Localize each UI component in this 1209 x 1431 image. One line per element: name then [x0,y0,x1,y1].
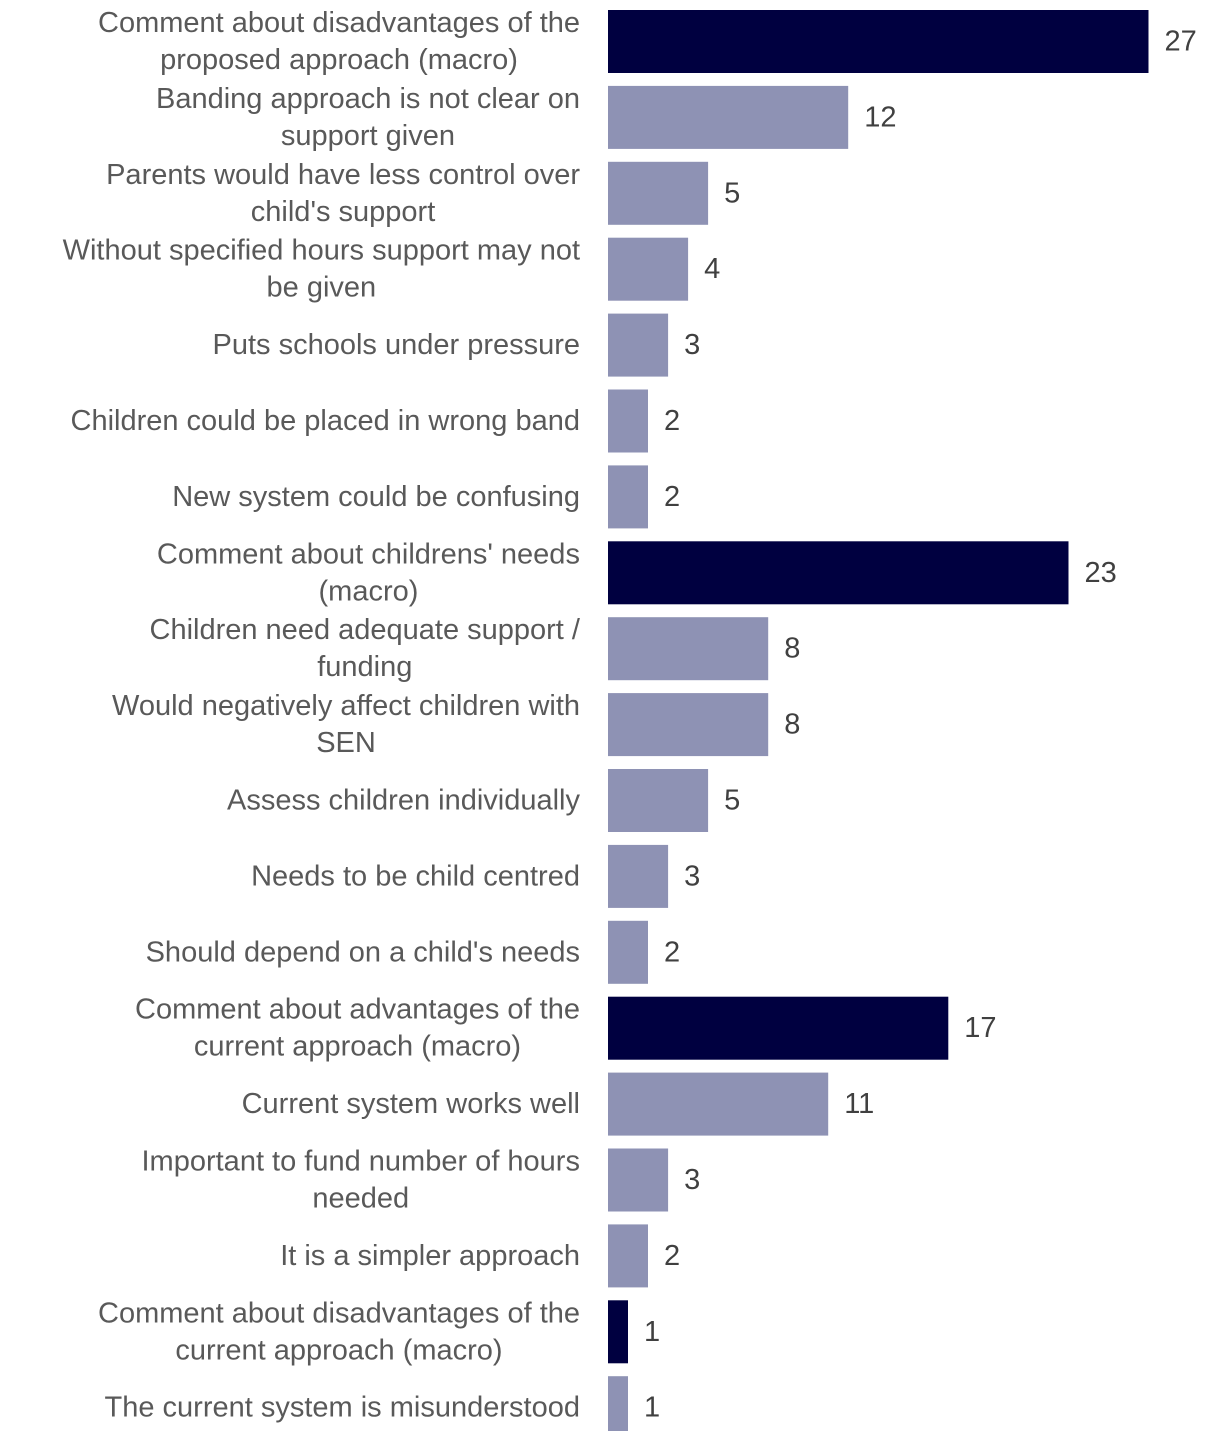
category-label-2-line-1: child's support [251,196,435,228]
category-label-17-line-0: Comment about disadvantages of the [98,1297,580,1329]
category-label-3: Without specified hours support may not b… [63,235,580,304]
category-label-8: Children need adequate support / funding [150,614,581,683]
bar-12 [608,920,648,984]
value-label-15: 3 [684,1164,700,1196]
category-label-3-line-1: be given [267,272,377,304]
category-label-15: Important to fund number of hours needed [142,1146,580,1215]
category-label-0: Comment about disadvantages of the propos… [98,7,580,76]
bar-10 [608,769,709,832]
category-label-2: Parents would have less control over chil… [106,159,580,228]
value-label-2: 5 [724,177,740,209]
bar-18 [608,1376,628,1431]
bar-6 [608,465,648,529]
category-label-18: The current system is misunderstood [105,1392,580,1424]
category-label-0-line-1: proposed approach (macro) [160,44,518,76]
value-label-7: 23 [1085,557,1117,589]
category-label-1: Banding approach is not clear on support … [156,83,580,152]
value-label-0: 27 [1165,26,1197,58]
bar-5 [608,389,648,453]
value-label-6: 2 [664,481,680,513]
category-label-8-line-0: Children need adequate support / [150,614,581,646]
category-label-14-line-0: Current system works well [242,1088,580,1120]
value-label-13: 17 [964,1012,996,1044]
category-label-7-line-1: (macro) [319,575,419,607]
value-label-11: 3 [684,860,700,892]
bar-16 [608,1224,648,1288]
value-label-1: 12 [864,101,896,133]
bar-17 [608,1300,628,1364]
category-labels-group: Comment about disadvantages of the propos… [63,7,581,1424]
bar-3 [608,237,689,301]
category-label-4-line-0: Puts schools under pressure [213,329,581,361]
category-label-9-line-0: Would negatively affect children with [112,690,580,722]
category-label-8-line-1: funding [317,651,412,683]
category-label-12: Should depend on a child's needs [146,936,580,968]
category-label-1-line-0: Banding approach is not clear on [156,83,580,115]
category-label-11-line-0: Needs to be child centred [251,860,580,892]
bar-9 [608,693,769,757]
category-label-3-line-0: Without specified hours support may not [63,235,580,267]
value-label-9: 8 [784,709,800,741]
category-label-14: Current system works well [242,1088,580,1120]
bar-7 [608,541,1069,605]
category-label-15-line-0: Important to fund number of hours [142,1146,580,1178]
category-label-13: Comment about advantages of the current a… [135,994,580,1063]
bar-14 [608,1072,829,1136]
category-label-13-line-1: current approach (macro) [194,1031,521,1063]
value-label-12: 2 [664,936,680,968]
category-label-6-line-0: New system could be confusing [172,481,580,513]
value-label-14: 11 [844,1088,874,1120]
value-label-5: 2 [664,405,680,437]
bars-group [608,10,1149,1431]
category-label-15-line-1: needed [312,1183,409,1215]
value-label-4: 3 [684,329,700,361]
category-label-16-line-0: It is a simpler approach [280,1240,580,1272]
bar-2 [608,161,709,225]
category-label-0-line-0: Comment about disadvantages of the [98,7,580,39]
category-label-9: Would negatively affect children with SEN [112,690,580,759]
category-label-9-line-1: SEN [316,727,376,759]
bar-13 [608,996,949,1060]
category-label-6: New system could be confusing [172,481,580,513]
bar-1 [608,85,849,149]
category-label-1-line-1: support given [281,120,455,152]
value-label-10: 5 [724,785,740,817]
category-label-12-line-0: Should depend on a child's needs [146,936,580,968]
value-label-16: 2 [664,1240,680,1272]
category-label-18-line-0: The current system is misunderstood [105,1392,580,1424]
category-label-17: Comment about disadvantages of the curren… [98,1297,580,1366]
category-label-5-line-0: Children could be placed in wrong band [71,405,580,437]
category-label-10-line-0: Assess children individually [227,785,580,817]
category-label-13-line-0: Comment about advantages of the [135,994,580,1026]
category-label-7: Comment about childrens' needs (macro) [157,538,580,607]
bar-0 [608,10,1149,73]
category-label-16: It is a simpler approach [280,1240,580,1272]
bar-15 [608,1148,669,1212]
category-label-11: Needs to be child centred [251,860,580,892]
value-label-18: 1 [644,1392,660,1424]
category-label-7-line-0: Comment about childrens' needs [157,538,580,570]
value-label-8: 8 [784,633,800,665]
bar-4 [608,313,669,377]
category-label-10: Assess children individually [227,785,580,817]
bar-8 [608,617,769,681]
category-label-4: Puts schools under pressure [213,329,581,361]
category-label-5: Children could be placed in wrong band [71,405,580,437]
category-label-17-line-1: current approach (macro) [175,1334,502,1366]
category-label-2-line-0: Parents would have less control over [106,159,580,191]
value-label-3: 4 [704,253,720,285]
value-label-17: 1 [644,1316,660,1348]
bar-11 [608,844,669,908]
